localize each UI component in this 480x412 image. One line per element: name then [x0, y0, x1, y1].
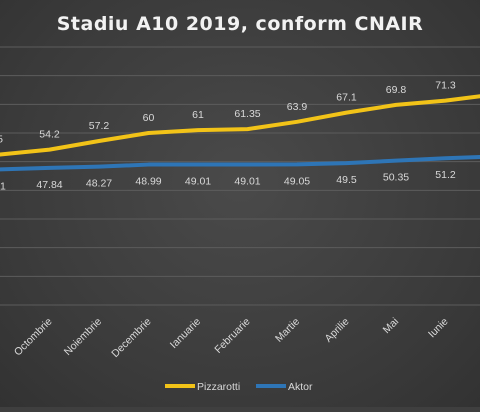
- data-label: 48.27: [86, 178, 112, 190]
- x-tick-label: Ianuarie: [168, 316, 203, 351]
- x-tick-label: Noiembrie: [62, 316, 104, 358]
- gridlines: [0, 46, 480, 306]
- x-tick-label: Martie: [273, 316, 302, 345]
- x-tick-label: Aprilie: [322, 316, 351, 345]
- data-label: 61: [192, 109, 204, 121]
- x-axis-ticks: Octombrie Noiembrie Decembrie Ianuarie Febru…: [12, 316, 451, 361]
- data-label: 51.2: [435, 169, 456, 181]
- data-label: 49.01: [234, 176, 260, 188]
- series-lines: [0, 94, 480, 172]
- data-label: 48.99: [135, 176, 161, 188]
- data-label: 49.01: [185, 176, 211, 188]
- data-label: 61.35: [234, 108, 260, 120]
- data-label: 57.2: [89, 120, 110, 132]
- chart-title: Stadiu A10 2019, conform CNAIR: [57, 13, 424, 35]
- data-label: 54.2: [39, 129, 60, 141]
- legend: Pizzarotti Aktor: [165, 381, 313, 393]
- data-label: 01: [0, 180, 6, 192]
- x-tick-label: Decembrie: [109, 316, 153, 360]
- legend-label: Aktor: [288, 381, 313, 393]
- x-tick-label: Februarie: [212, 316, 252, 356]
- data-label: 63.9: [287, 101, 308, 113]
- data-label: 60: [143, 112, 155, 124]
- data-label: 69.8: [386, 84, 407, 96]
- x-tick-label: Octombrie: [12, 316, 55, 359]
- data-label: 50.35: [383, 172, 409, 184]
- data-label: 67.1: [336, 92, 357, 104]
- series-line-aktor: [0, 155, 480, 172]
- data-label: 49.05: [284, 175, 310, 187]
- series-line-pizzarotti: [0, 94, 480, 157]
- data-label: 71.3: [435, 80, 456, 92]
- data-label: 47.84: [36, 179, 62, 191]
- x-tick-label: Iunie: [426, 316, 451, 341]
- x-tick-label: Mai: [381, 316, 401, 336]
- data-labels: 5 54.2 57.2 60 61 61.35 63.9 67.1 69.8 71.3 01 47.8…: [0, 80, 456, 193]
- data-label: 5: [0, 134, 3, 146]
- legend-label: Pizzarotti: [197, 381, 240, 393]
- data-label: 49.5: [336, 174, 357, 186]
